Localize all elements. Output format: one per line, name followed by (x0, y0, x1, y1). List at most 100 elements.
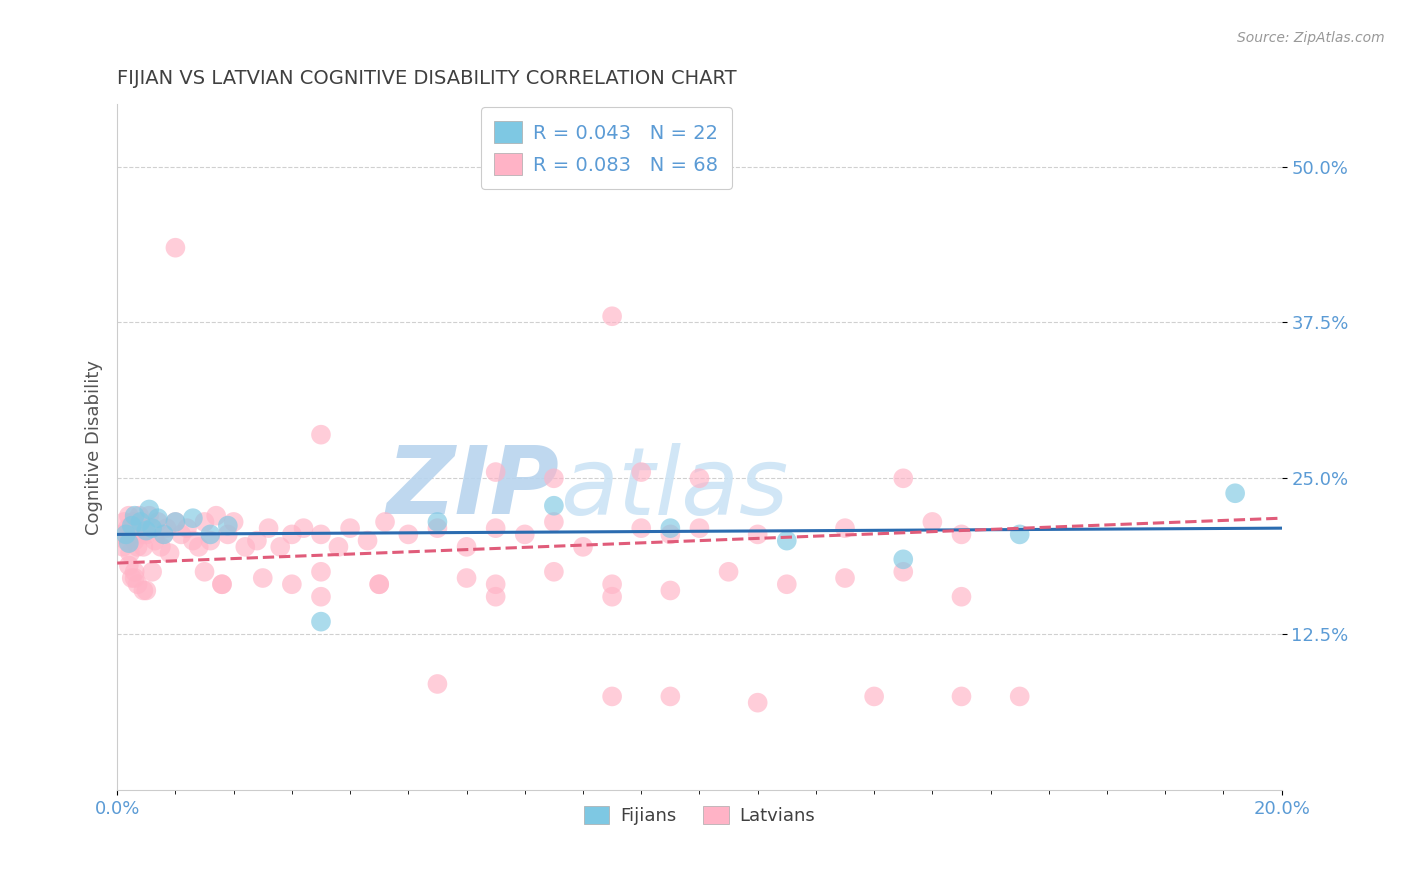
Point (129, 515, 152, 529)
Point (950, 690, 973, 704)
Text: ZIP: ZIP (387, 442, 560, 534)
Point (456, 571, 478, 585)
Point (181, 511, 204, 525)
Point (600, 577, 623, 591)
Point (374, 515, 396, 529)
Point (600, 690, 623, 704)
Point (426, 515, 449, 529)
Point (132, 540, 155, 554)
Point (747, 527, 769, 541)
Point (891, 565, 914, 579)
Point (200, 527, 222, 541)
Point (834, 571, 856, 585)
Point (156, 521, 179, 535)
Point (1008, 690, 1031, 704)
Text: FIJIAN VS LATVIAN COGNITIVE DISABILITY CORRELATION CHART: FIJIAN VS LATVIAN COGNITIVE DISABILITY C… (117, 69, 737, 87)
Point (246, 533, 269, 548)
Point (131, 521, 153, 535)
Point (217, 518, 239, 533)
Point (659, 527, 682, 541)
Point (233, 540, 256, 554)
Point (112, 515, 135, 529)
Point (111, 540, 134, 554)
Point (138, 508, 160, 523)
Point (193, 565, 215, 579)
Point (1223, 486, 1246, 500)
Point (717, 565, 740, 579)
Point (124, 571, 146, 585)
Point (200, 533, 222, 548)
Point (181, 533, 204, 548)
Point (950, 590, 973, 604)
Point (630, 521, 652, 535)
Point (309, 427, 332, 442)
Point (149, 540, 172, 554)
Point (165, 241, 187, 255)
Legend: Fijians, Latvians: Fijians, Latvians (576, 798, 823, 832)
Point (257, 521, 280, 535)
Point (118, 508, 141, 523)
Point (117, 521, 139, 535)
Point (124, 508, 146, 523)
Point (543, 515, 565, 529)
Point (356, 533, 378, 548)
Point (138, 502, 160, 516)
Point (124, 565, 146, 579)
Point (485, 590, 508, 604)
Point (1008, 527, 1031, 541)
Point (891, 471, 914, 485)
Point (222, 515, 245, 529)
Point (485, 521, 508, 535)
Point (146, 515, 169, 529)
Point (193, 515, 215, 529)
Point (118, 558, 141, 573)
Point (309, 565, 332, 579)
Point (368, 577, 391, 591)
Point (111, 527, 134, 541)
Point (600, 310, 623, 324)
Point (146, 511, 169, 525)
Point (659, 583, 682, 598)
Point (118, 536, 141, 550)
Y-axis label: Cognitive Disability: Cognitive Disability (86, 359, 103, 534)
Point (600, 590, 623, 604)
Point (122, 515, 145, 529)
Point (165, 515, 187, 529)
Point (456, 540, 478, 554)
Point (128, 508, 150, 523)
Point (485, 577, 508, 591)
Point (281, 527, 304, 541)
Point (129, 527, 152, 541)
Point (485, 465, 508, 479)
Text: Source: ZipAtlas.com: Source: ZipAtlas.com (1237, 31, 1385, 45)
Point (125, 521, 148, 535)
Point (121, 527, 143, 541)
Point (659, 690, 682, 704)
Point (132, 583, 155, 598)
Point (135, 524, 157, 538)
Point (513, 527, 536, 541)
Point (630, 465, 652, 479)
Point (572, 540, 595, 554)
Point (543, 471, 565, 485)
Point (309, 527, 332, 541)
Point (891, 552, 914, 566)
Point (281, 577, 304, 591)
Point (211, 577, 233, 591)
Point (141, 521, 163, 535)
Point (143, 533, 166, 548)
Point (309, 590, 332, 604)
Point (950, 527, 973, 541)
Point (328, 540, 350, 554)
Text: atlas: atlas (560, 442, 787, 533)
Point (159, 546, 181, 560)
Point (426, 521, 449, 535)
Point (118, 546, 141, 560)
Point (309, 615, 332, 629)
Point (776, 533, 799, 548)
Point (776, 577, 799, 591)
Point (124, 533, 146, 548)
Point (115, 527, 138, 541)
Point (141, 521, 163, 535)
Point (834, 521, 856, 535)
